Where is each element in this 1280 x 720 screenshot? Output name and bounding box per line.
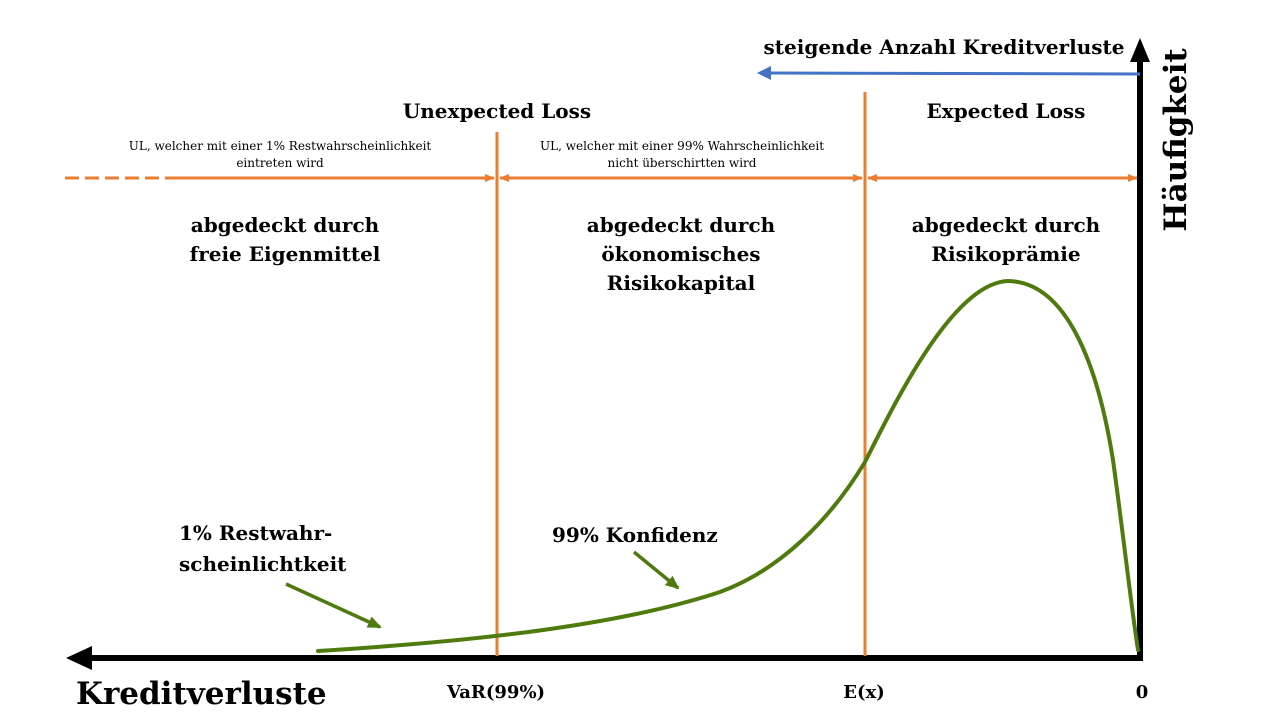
tail-description-line1: UL, welcher mit einer 1% Restwahrscheinl… [129, 139, 432, 153]
middle-cover-line3: Risikokapital [607, 271, 756, 295]
direction-label: steigende Anzahl Kreditverluste [764, 35, 1125, 59]
middle-cover-line2: ökonomisches [601, 242, 760, 266]
rest-probability-label-line1: 1% Restwahr- [179, 521, 332, 545]
zero-label: 0 [1136, 682, 1149, 703]
var-label: VaR(99%) [446, 682, 545, 703]
direction-arrowhead [757, 66, 771, 80]
ex-label: E(x) [843, 682, 884, 703]
tail-cover-line2: freie Eigenmittel [190, 242, 381, 266]
y-axis-arrowhead [1130, 38, 1150, 62]
tail-description-line2: eintreten wird [236, 156, 324, 170]
rest-probability-label-line2: scheinlichtkeit [179, 552, 347, 576]
x-axis-title: Kreditverluste [76, 676, 327, 712]
middle-cover-line1: abgedeckt durch [587, 213, 776, 237]
tail-cover-line1: abgedeckt durch [191, 213, 380, 237]
rest-probability-pointer [285, 582, 382, 629]
y-axis-title: Häufigkeit [1158, 48, 1194, 232]
unexpected-loss-header: Unexpected Loss [403, 99, 591, 123]
expected-cover-line1: abgedeckt durch [912, 213, 1101, 237]
expected-cover-line2: Risikoprämie [931, 242, 1080, 266]
loss-distribution-curve [316, 278, 1140, 653]
middle-description-line1: UL, welcher mit einer 99% Wahrscheinlich… [540, 139, 824, 153]
expected-loss-header: Expected Loss [927, 99, 1086, 123]
x-axis-arrowhead [66, 646, 92, 670]
confidence-label: 99% Konfidenz [552, 523, 718, 547]
middle-description-line2: nicht überschirtten wird [608, 156, 757, 170]
confidence-pointer [632, 550, 680, 590]
direction-arrow [769, 71, 1141, 76]
